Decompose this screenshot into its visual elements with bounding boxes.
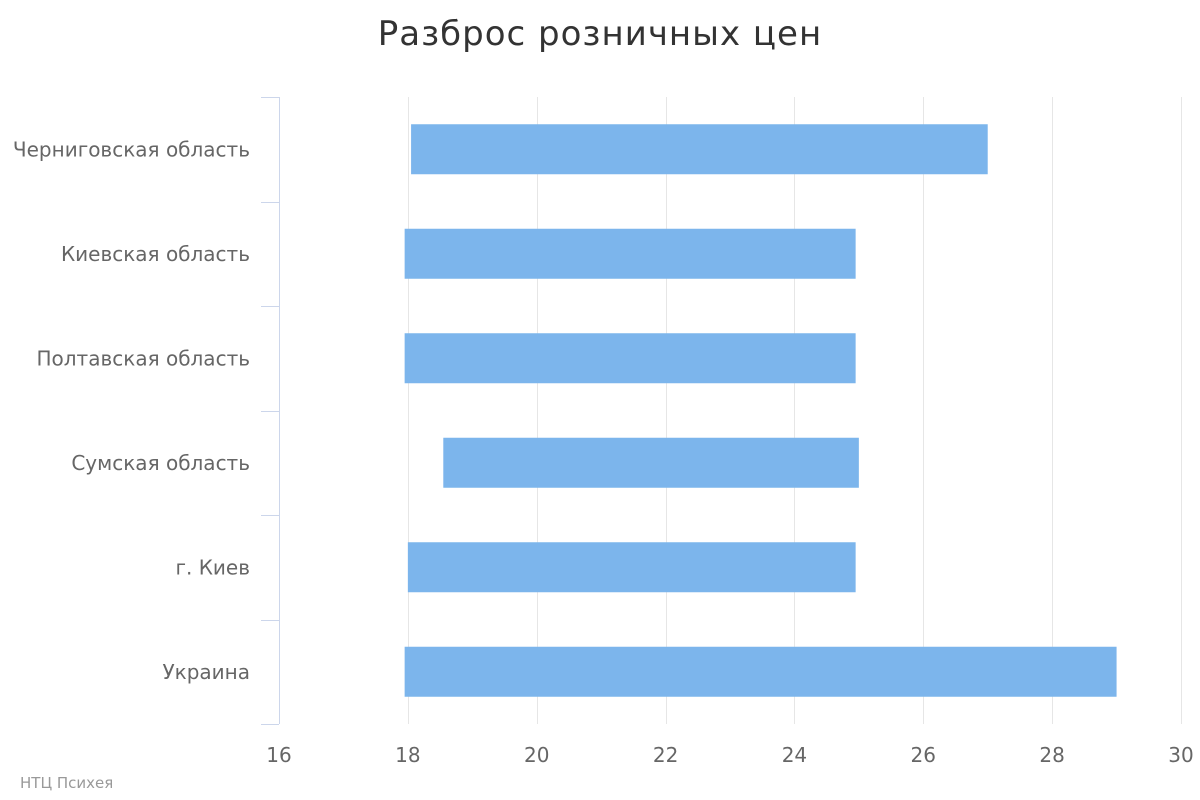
- x-tick-label-24: 24: [782, 743, 807, 767]
- x-tick-label-18: 18: [395, 743, 420, 767]
- x-tick-label-26: 26: [911, 743, 936, 767]
- credits-label: НТЦ Психея: [20, 774, 114, 792]
- category-label-2: Киевская область: [61, 242, 250, 266]
- bar-4: [443, 437, 859, 488]
- bar-2: [404, 228, 856, 279]
- bar-5: [407, 542, 856, 593]
- category-label-4: Сумская область: [71, 451, 250, 475]
- x-tick-label-22: 22: [653, 743, 678, 767]
- category-label-6: Украина: [162, 660, 250, 684]
- x-tick-label-20: 20: [524, 743, 549, 767]
- category-label-5: г. Киев: [175, 555, 250, 579]
- x-tick-label-16: 16: [266, 743, 291, 767]
- x-tick-label-30: 30: [1168, 743, 1193, 767]
- chart-title: Разброс розничных цен: [377, 14, 823, 54]
- bar-3: [404, 333, 856, 384]
- bar-1: [411, 124, 988, 175]
- category-label-1: Черниговская область: [13, 137, 250, 161]
- category-label-3: Полтавская область: [36, 346, 250, 370]
- bar-6: [404, 646, 1117, 697]
- x-tick-label-28: 28: [1039, 743, 1064, 767]
